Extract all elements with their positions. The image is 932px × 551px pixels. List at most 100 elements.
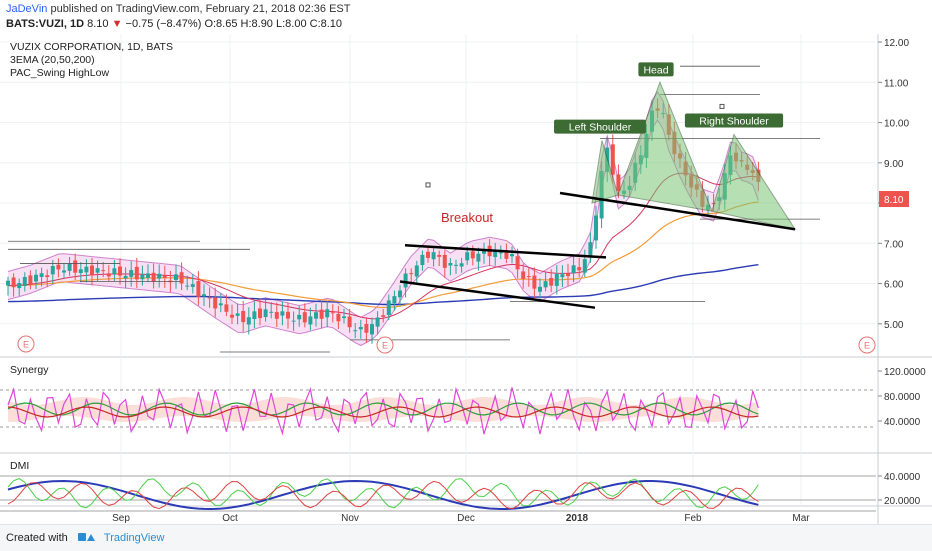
candle-body xyxy=(392,296,397,304)
candle-body xyxy=(84,266,89,273)
tradingview-brand[interactable]: TradingView xyxy=(103,532,165,544)
earnings-label: E xyxy=(23,340,29,350)
synergy-pane-title: Synergy xyxy=(10,364,49,376)
author-link[interactable]: JaDeVin xyxy=(6,3,48,15)
candle-body xyxy=(263,309,268,318)
head-shape xyxy=(617,80,713,212)
candle-body xyxy=(375,317,380,327)
candle-body xyxy=(342,316,346,319)
candle-body xyxy=(414,265,419,277)
x-tick-label: Feb xyxy=(684,513,702,524)
price-change: −0.75 (−8.47%) xyxy=(125,18,202,30)
price-tick-label: 6.00 xyxy=(884,280,904,291)
last-price-badge xyxy=(879,191,909,208)
dmi-tick-label: 20.0000 xyxy=(884,496,921,507)
pac-channel xyxy=(8,91,759,346)
candle-body xyxy=(230,314,234,318)
candle-body xyxy=(190,284,195,287)
candle-body xyxy=(454,264,458,266)
candle-body xyxy=(504,250,509,259)
synergy-green-line xyxy=(7,402,759,416)
di-minus-line xyxy=(7,480,759,510)
marker-square xyxy=(719,103,725,109)
last-price: 8.10 xyxy=(87,18,109,30)
candle-body xyxy=(426,251,430,258)
candle-body xyxy=(431,252,436,260)
right-shoulder-label: Right Shoulder xyxy=(699,116,769,128)
earnings-icon xyxy=(17,335,35,353)
candle-body xyxy=(493,249,498,257)
candle-body xyxy=(134,266,139,280)
candle-body xyxy=(437,254,442,257)
chart-svg[interactable]: Sep Oct Nov Dec 2018 Feb Mar 12.00 11.00 10.00 9.0… xyxy=(0,34,932,524)
candle-body xyxy=(470,251,475,259)
candle-body xyxy=(560,274,565,278)
candle-body xyxy=(370,324,374,335)
candle-body xyxy=(202,294,206,297)
candle-body xyxy=(302,312,307,323)
price-tick-label: 7.00 xyxy=(884,239,904,250)
candle-body xyxy=(101,270,106,272)
price-tick-label: 10.00 xyxy=(884,119,909,130)
candle-body xyxy=(280,311,285,316)
x-tick-label: Sep xyxy=(112,513,130,524)
candle-body xyxy=(364,323,369,333)
candle-body xyxy=(140,274,145,280)
created-with-label: Created with xyxy=(6,532,68,544)
candle-body xyxy=(162,275,167,278)
dmi-tick-label: 40.0000 xyxy=(884,472,921,483)
header-bar: JaDeVin published on TradingView.com, Fe… xyxy=(0,0,932,34)
candle-body xyxy=(28,275,33,285)
earnings-icon xyxy=(858,336,876,354)
candle-body xyxy=(235,313,240,316)
candle-body xyxy=(566,273,570,277)
price-tick-label: 9.00 xyxy=(884,159,904,170)
candle-body xyxy=(308,316,313,325)
candle-body xyxy=(582,259,587,273)
candle-body xyxy=(538,286,542,292)
chart-area[interactable]: Sep Oct Nov Dec 2018 Feb Mar 12.00 11.00 10.00 9.0… xyxy=(0,34,932,524)
candle-body xyxy=(11,277,16,288)
candle-body xyxy=(258,308,262,319)
candle-body xyxy=(330,312,335,314)
candle-body xyxy=(146,273,150,278)
candle-body xyxy=(112,268,117,274)
price-tick-label: 5.00 xyxy=(884,320,904,331)
candle-body xyxy=(554,274,559,286)
candle-body xyxy=(196,281,201,297)
legend-pac: PAC_Swing HighLow xyxy=(10,67,109,79)
symbol: BATS:VUZI, 1D xyxy=(6,18,85,30)
candle-body xyxy=(465,252,470,261)
publish-line: JaDeVin published on TradingView.com, Fe… xyxy=(6,3,351,15)
candle-body xyxy=(39,273,44,278)
marker-square xyxy=(425,182,431,188)
ohlc-values: O:8.65 H:8.90 L:8.00 C:8.10 xyxy=(204,18,343,30)
price-tick-label: 12.00 xyxy=(884,38,909,49)
candle-body xyxy=(420,254,425,266)
candle-body xyxy=(34,274,38,282)
candle-body xyxy=(218,303,223,306)
head-label-bg xyxy=(638,62,674,77)
candle-body xyxy=(45,275,50,278)
candle-body xyxy=(291,320,296,322)
left-shoulder-label: Left Shoulder xyxy=(569,122,632,134)
earnings-label: E xyxy=(864,341,870,351)
candle-body xyxy=(67,263,72,271)
candle-body xyxy=(314,312,318,319)
candle-body xyxy=(442,254,447,268)
candle-body xyxy=(6,280,10,286)
candle-body xyxy=(50,265,55,275)
candle-body xyxy=(510,254,514,257)
candle-body xyxy=(174,274,178,281)
x-tick-label: Oct xyxy=(222,513,238,524)
left-shoulder-label-bg xyxy=(554,119,646,134)
published-text: published on TradingView.com, February 2… xyxy=(50,3,351,15)
synergy-tick-label: 120.0000 xyxy=(884,367,926,378)
candle-body xyxy=(78,269,83,274)
x-tick-label: 2018 xyxy=(566,513,589,524)
adx-line xyxy=(7,479,759,511)
candle-body xyxy=(213,297,218,309)
candle-body xyxy=(22,277,27,287)
candle-body xyxy=(549,277,554,286)
di-plus-line xyxy=(7,478,759,509)
